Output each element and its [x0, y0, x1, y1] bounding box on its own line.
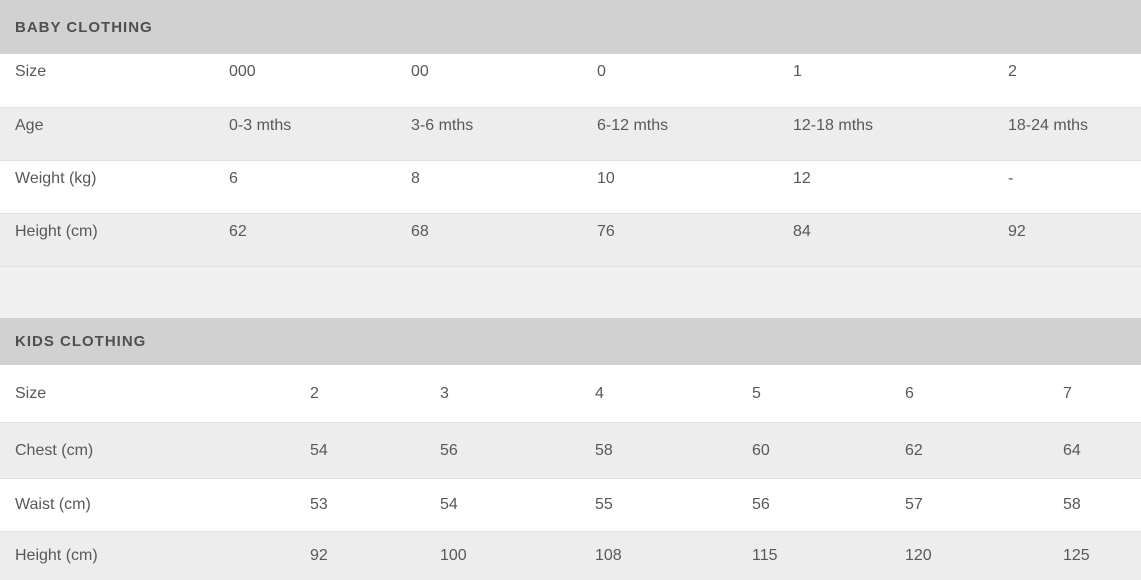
table-cell: 92: [1008, 222, 1026, 240]
table-cell: 6: [229, 169, 238, 187]
table-cell: 12: [793, 169, 811, 187]
table-cell: 8: [411, 169, 420, 187]
table-cell: 54: [310, 441, 328, 459]
table-row-baby-weight: Weight (kg) 6 8 10 12 -: [0, 160, 1141, 213]
table-cell: 62: [229, 222, 247, 240]
table-cell: 2: [310, 384, 319, 402]
table-cell: 100: [440, 547, 467, 564]
table-spacer: [0, 266, 1141, 318]
table-cell: 10: [597, 169, 615, 187]
table-cell: 53: [310, 496, 328, 513]
row-label: Height (cm): [15, 222, 98, 240]
baby-section-header: BABY CLOTHING: [0, 0, 1141, 54]
table-cell: 57: [905, 496, 923, 513]
table-row-baby-height: Height (cm) 62 68 76 84 92: [0, 213, 1141, 266]
table-row-kids-size: Size 2 3 4 5 6 7: [0, 365, 1141, 422]
kids-section-title: KIDS CLOTHING: [15, 333, 147, 350]
row-label: Size: [15, 384, 47, 402]
row-label: Age: [15, 116, 44, 134]
table-cell: 1: [793, 62, 802, 80]
table-cell: 125: [1063, 547, 1090, 564]
table-cell: 18-24 mths: [1008, 116, 1089, 134]
baby-clothing-section: BABY CLOTHING Size 000 00 0 1 2 Age 0-3 …: [0, 0, 1141, 266]
table-cell: 55: [595, 496, 613, 513]
table-cell: 58: [1063, 496, 1081, 513]
table-cell: 84: [793, 222, 811, 240]
table-cell: 56: [752, 496, 770, 513]
kids-clothing-section: KIDS CLOTHING Size 2 3 4 5 6 7 Chest (cm…: [0, 318, 1141, 580]
table-cell: 54: [440, 496, 458, 513]
table-cell: 60: [752, 441, 770, 459]
baby-section-title: BABY CLOTHING: [15, 18, 153, 36]
table-cell: 108: [595, 547, 622, 564]
row-label: Size: [15, 62, 47, 80]
table-cell: 2: [1008, 62, 1017, 80]
table-cell: 6: [905, 384, 914, 402]
table-cell: 0: [597, 62, 606, 80]
table-cell: 3-6 mths: [411, 116, 474, 134]
table-row-kids-height: Height (cm) 92 100 108 115 120 125: [0, 531, 1141, 580]
table-cell: 00: [411, 62, 429, 80]
table-cell: 76: [597, 222, 615, 240]
table-cell: 68: [411, 222, 429, 240]
table-row-kids-waist: Waist (cm) 53 54 55 56 57 58: [0, 478, 1141, 531]
table-cell: 4: [595, 384, 604, 402]
table-cell: 12-18 mths: [793, 116, 874, 134]
table-cell: 6-12 mths: [597, 116, 669, 134]
table-cell: 000: [229, 62, 256, 80]
table-cell: 56: [440, 441, 458, 459]
kids-section-header: KIDS CLOTHING: [0, 318, 1141, 365]
table-row-kids-chest: Chest (cm) 54 56 58 60 62 64: [0, 422, 1141, 478]
table-cell: 58: [595, 441, 613, 459]
table-cell: 120: [905, 547, 932, 564]
row-label: Height (cm): [15, 547, 98, 564]
table-cell: 62: [905, 441, 923, 459]
table-row-baby-age: Age 0-3 mths 3-6 mths 6-12 mths 12-18 mt…: [0, 107, 1141, 160]
table-cell: 115: [752, 547, 778, 564]
table-cell: 64: [1063, 441, 1081, 459]
table-cell: 92: [310, 547, 328, 564]
table-row-baby-size: Size 000 00 0 1 2: [0, 54, 1141, 107]
table-cell: 5: [752, 384, 761, 402]
table-cell: 3: [440, 384, 449, 402]
row-label: Weight (kg): [15, 169, 97, 187]
table-cell: 7: [1063, 384, 1072, 402]
table-cell: 0-3 mths: [229, 116, 292, 134]
row-label: Chest (cm): [15, 441, 94, 459]
row-label: Waist (cm): [15, 496, 91, 513]
table-cell: -: [1008, 169, 1014, 187]
